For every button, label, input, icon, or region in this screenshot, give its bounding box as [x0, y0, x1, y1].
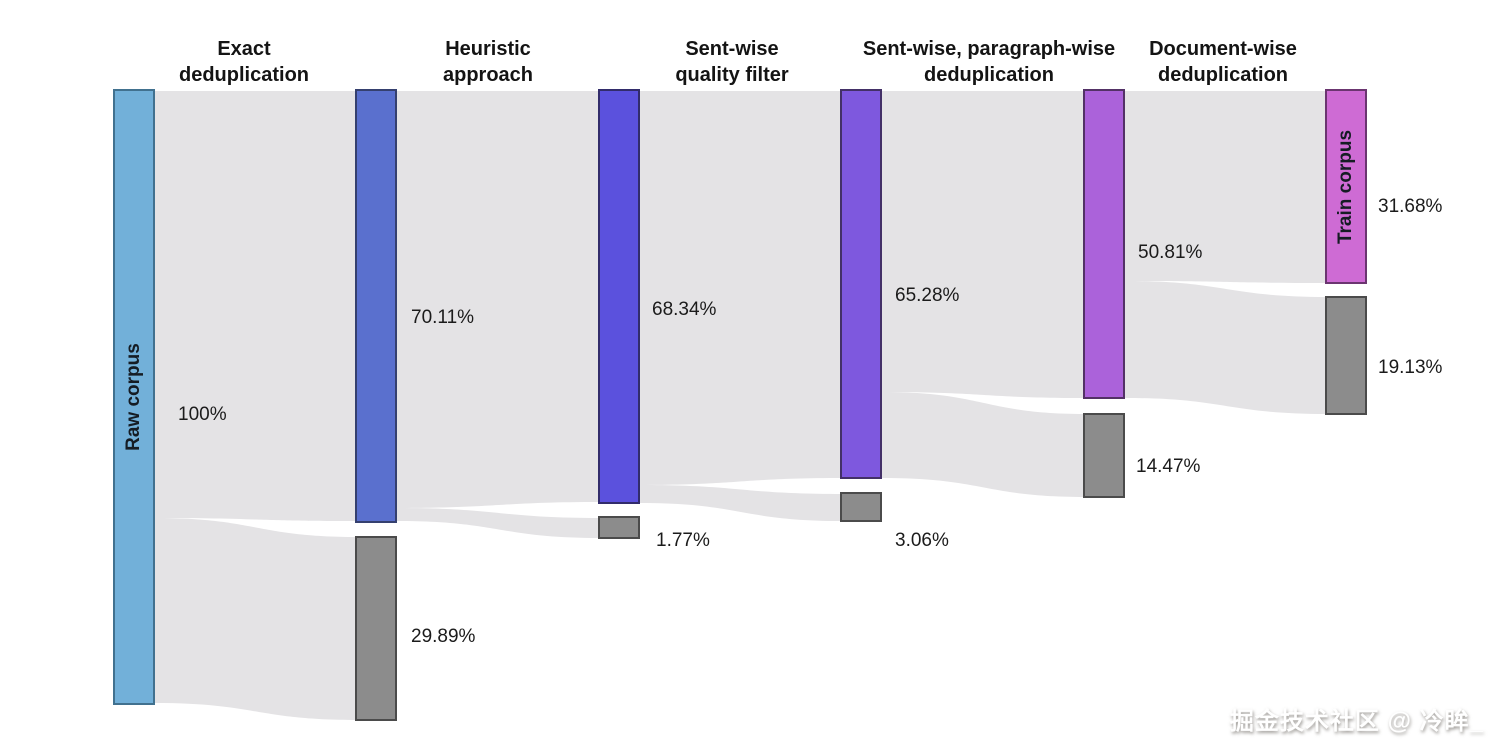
pct-removed-quality-filter: 3.06% [895, 530, 949, 551]
train-corpus-label: Train corpus [1335, 129, 1356, 244]
pct-raw-corpus: 100% [178, 404, 227, 425]
flow-raw-to-exact-kept [155, 91, 357, 521]
node-kept-after-quality-filter [840, 89, 882, 479]
pct-kept-paragraph-dedup: 50.81% [1138, 242, 1203, 263]
flow-raw-to-exact-removed [155, 518, 357, 720]
stage-header-line: Heuristic [445, 38, 531, 60]
node-label-wrap: Raw corpus [115, 91, 153, 703]
pct-removed-paragraph-dedup: 14.47% [1136, 456, 1201, 477]
stage-header-line: deduplication [923, 64, 1054, 86]
stage-header-paragraph-deduplication: Sent-wise, paragraph-wise deduplication [863, 36, 1115, 88]
pct-removed-document-dedup: 19.13% [1378, 357, 1443, 378]
node-removed-by-document-dedup [1325, 296, 1367, 415]
flow-exact-to-heuristic-removed [397, 508, 600, 538]
pct-kept-heuristic: 68.34% [652, 299, 717, 320]
flow-heuristic-to-quality-kept [640, 91, 842, 485]
stage-header-heuristic-approach: Heuristic approach [443, 36, 533, 88]
node-label-wrap: Train corpus [1327, 91, 1365, 282]
flow-paradedup-to-docdedup-removed [1125, 281, 1327, 414]
stage-header-quality-filter: Sent-wise quality filter [675, 36, 788, 88]
stage-header-line: deduplication [179, 64, 309, 86]
stage-header-line: Sent-wise [685, 38, 779, 60]
node-train-corpus: Train corpus [1325, 89, 1367, 284]
stage-header-line: deduplication [1158, 64, 1288, 86]
pct-kept-exact-dedup: 70.11% [411, 307, 475, 328]
flow-heuristic-to-quality-removed [640, 485, 842, 521]
watermark-text: 掘金技术社区 @ 冷眸_ [1229, 708, 1484, 735]
node-removed-by-exact-dedup [355, 536, 397, 721]
pct-removed-exact-dedup: 29.89% [411, 626, 476, 647]
node-raw-corpus: Raw corpus [113, 89, 155, 705]
stage-header-line: Document-wise [1149, 38, 1297, 60]
node-kept-after-paragraph-dedup [1083, 89, 1125, 399]
stage-header-line: quality filter [675, 64, 789, 86]
pct-train-corpus: 31.68% [1378, 196, 1443, 217]
node-removed-by-heuristic [598, 516, 640, 539]
stage-header-line: Sent-wise, paragraph-wise [862, 38, 1116, 60]
node-removed-by-paragraph-dedup [1083, 413, 1125, 498]
node-removed-by-quality-filter [840, 492, 882, 522]
flow-quality-to-paradedup-removed [882, 392, 1085, 497]
node-kept-after-exact-dedup [355, 89, 397, 523]
pct-removed-heuristic: 1.77% [656, 530, 710, 551]
node-kept-after-heuristic [598, 89, 640, 504]
pct-kept-quality-filter: 65.28% [895, 285, 960, 306]
stage-header-exact-deduplication: Exact deduplication [179, 36, 309, 88]
stage-header-line: approach [442, 64, 534, 86]
raw-corpus-label: Raw corpus [123, 343, 145, 451]
stage-header-line: Exact [217, 38, 271, 60]
flow-paradedup-to-docdedup-kept [1125, 91, 1327, 283]
flow-quality-to-paradedup-kept [882, 91, 1085, 398]
stage-header-document-deduplication: Document-wise deduplication [1149, 36, 1297, 88]
flow-exact-to-heuristic-kept [397, 91, 600, 508]
